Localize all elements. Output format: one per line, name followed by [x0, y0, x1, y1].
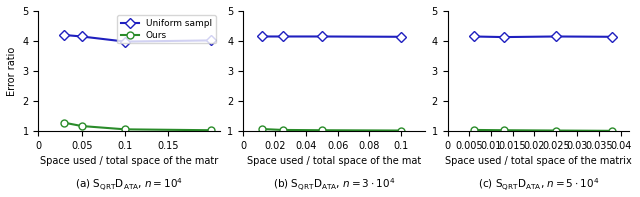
Legend: Uniform sampl, Ours: Uniform sampl, Ours	[117, 15, 216, 43]
Line: Uniform sampl: Uniform sampl	[259, 33, 404, 40]
Uniform sampl	[318, 35, 326, 38]
Ours	[500, 129, 508, 131]
Ours	[61, 122, 68, 124]
Uniform sampl	[470, 35, 477, 38]
Line: Ours: Ours	[470, 126, 616, 134]
Line: Ours: Ours	[61, 119, 215, 134]
Uniform sampl	[258, 35, 266, 38]
Ours	[552, 129, 559, 132]
Y-axis label: Error ratio: Error ratio	[7, 46, 17, 96]
Uniform sampl	[278, 35, 286, 38]
Ours	[121, 128, 129, 131]
Ours	[278, 129, 286, 131]
Uniform sampl	[552, 35, 559, 38]
Text: (c) S$_{\mathrm{QRT}}$D$_{\mathrm{ATA}}$, $n = 5 \cdot 10^4$: (c) S$_{\mathrm{QRT}}$D$_{\mathrm{ATA}}$…	[478, 176, 599, 193]
Line: Uniform sampl: Uniform sampl	[61, 32, 215, 45]
Line: Uniform sampl: Uniform sampl	[470, 33, 616, 41]
Ours	[207, 129, 215, 131]
X-axis label: Space used / total space of the matr: Space used / total space of the matr	[40, 156, 218, 166]
Ours	[608, 130, 616, 132]
Uniform sampl	[61, 34, 68, 36]
Ours	[397, 129, 405, 132]
Text: (a) S$_{\mathrm{QRT}}$D$_{\mathrm{ATA}}$, $n = 10^4$: (a) S$_{\mathrm{QRT}}$D$_{\mathrm{ATA}}$…	[76, 176, 184, 193]
Ours	[258, 128, 266, 130]
Line: Ours: Ours	[259, 125, 404, 134]
X-axis label: Space used / total space of the mat: Space used / total space of the mat	[247, 156, 421, 166]
Uniform sampl	[500, 36, 508, 38]
Ours	[318, 129, 326, 131]
Ours	[470, 129, 477, 131]
Uniform sampl	[608, 36, 616, 38]
X-axis label: Space used / total space of the matrix: Space used / total space of the matrix	[445, 156, 632, 166]
Uniform sampl	[78, 35, 86, 38]
Text: (b) S$_{\mathrm{QRT}}$D$_{\mathrm{ATA}}$, $n = 3 \cdot 10^4$: (b) S$_{\mathrm{QRT}}$D$_{\mathrm{ATA}}$…	[273, 176, 395, 193]
Ours	[78, 125, 86, 127]
Uniform sampl	[397, 36, 405, 38]
Uniform sampl	[207, 39, 215, 42]
Uniform sampl	[121, 40, 129, 43]
